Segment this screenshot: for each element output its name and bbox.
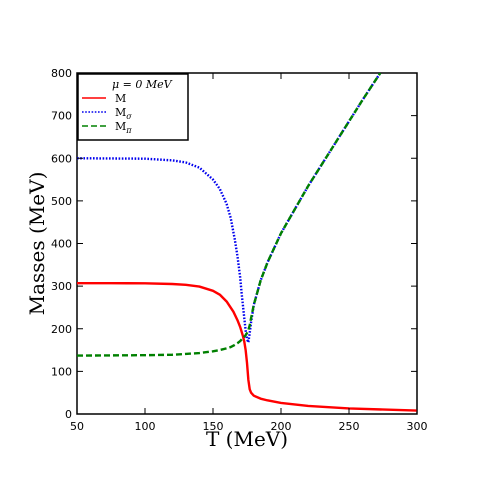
series-line-2 <box>77 73 382 344</box>
x-tick-label: 50 <box>70 420 84 433</box>
legend-label-1: M <box>115 92 126 105</box>
y-tick-label: 400 <box>51 238 72 251</box>
legend-title: μ = 0 MeV <box>112 78 173 91</box>
x-tick-label: 250 <box>339 420 360 433</box>
y-tick-label: 200 <box>51 323 72 336</box>
y-tick-label: 500 <box>51 195 72 208</box>
x-axis-title: T (MeV) <box>206 427 288 451</box>
series-line-1 <box>77 281 417 412</box>
legend-label-2: Mσ <box>115 106 132 121</box>
y-tick-label: 700 <box>51 110 72 123</box>
x-tick-label: 300 <box>407 420 428 433</box>
y-tick-label: 100 <box>51 365 72 378</box>
y-axis: 0 100 200 300 400 500 600 700 800 <box>51 67 417 421</box>
x-axis: 50 100 150 200 250 300 <box>70 73 428 433</box>
legend-label-3: Mπ <box>115 120 132 135</box>
legend-box <box>77 73 189 141</box>
series-layer <box>77 73 417 412</box>
x-tick-label: 150 <box>203 420 224 433</box>
x-tick-label: 100 <box>135 420 156 433</box>
x-tick-label: 200 <box>271 420 292 433</box>
y-axis-title: Masses (MeV) <box>25 172 49 316</box>
y-tick-label: 800 <box>51 67 72 80</box>
series-line-3 <box>77 73 382 357</box>
y-tick-label: 300 <box>51 280 72 293</box>
y-tick-label: 0 <box>65 408 72 421</box>
y-tick-label: 600 <box>51 152 72 165</box>
